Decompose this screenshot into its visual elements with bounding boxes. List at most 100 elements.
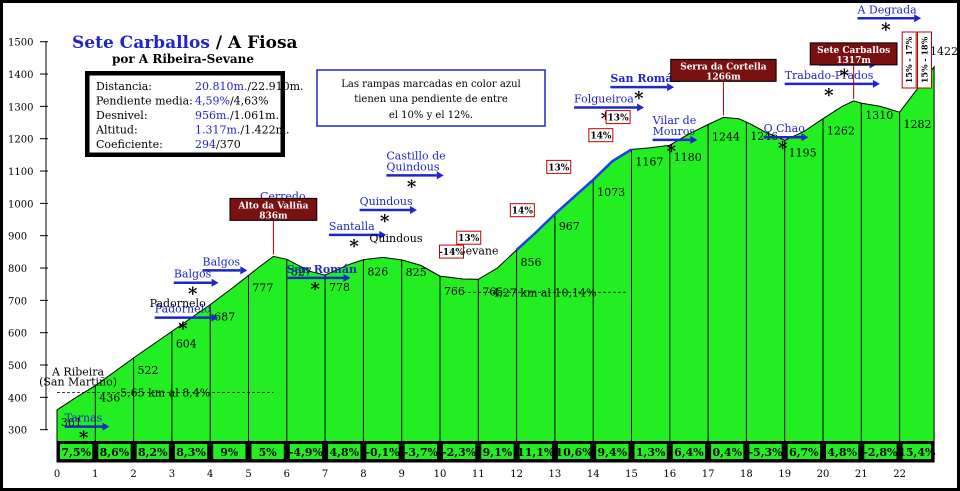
place-arrow-head [240, 266, 248, 275]
x-tick-label: 20 [817, 469, 830, 480]
ramp-tag-label: 13% [608, 114, 630, 124]
slope-cell [711, 444, 744, 459]
slope-cell [557, 444, 591, 459]
x-tick-label: 19 [778, 469, 791, 480]
x-tick-label: 22 [893, 469, 906, 480]
slope-cell [328, 444, 361, 459]
stat-values: 20.810m./22.910m. [195, 80, 304, 93]
y-tick-label: 1100 [8, 167, 33, 178]
place-arrow-head [637, 103, 645, 112]
ramp-tag-box [605, 110, 631, 125]
x-tick-label: 11 [472, 469, 485, 480]
km-slope-label: 11,1% [517, 446, 555, 459]
slope-cell [787, 444, 820, 459]
km-slope-label: 8,2% [138, 446, 168, 459]
village-label: Padornelo [150, 297, 207, 310]
star-icon: * [667, 141, 677, 162]
stats-panel: Distancia: 20.810m./22.910m.Pendiente med… [85, 71, 304, 157]
stat-values: 4,59%/4,63% [195, 95, 269, 108]
x-tick-label: 15 [625, 469, 638, 480]
chart-subtitle: por A Ribeira-Sevane [112, 52, 254, 66]
place-label: A Degrada [856, 3, 917, 16]
stat-label: Distancia: [96, 80, 152, 93]
y-tick-label: 900 [8, 232, 27, 243]
stat-label: Coeficiente: [96, 138, 163, 151]
km-slope-label: 0,4% [712, 446, 742, 459]
star-icon: * [349, 236, 359, 257]
x-tick-label: 13 [549, 469, 562, 480]
village-label: (San Martiño) [39, 375, 117, 388]
star-icon: * [178, 319, 188, 340]
x-tick-label: 16 [663, 469, 676, 480]
x-tick-label: 2 [130, 469, 136, 480]
summit-altitude: 1266m [706, 72, 741, 82]
vertical-ramp-label: 15% - 17% [904, 36, 914, 83]
x-tick-label: 1 [92, 469, 98, 480]
slope-cell [443, 444, 476, 459]
slope-cell [60, 444, 93, 459]
stat-values: 1.317m./1.422m. [195, 124, 290, 137]
x-tick-label: 9 [399, 469, 405, 480]
star-icon: * [188, 284, 198, 305]
slope-cell [902, 444, 932, 459]
slope-cell [596, 444, 629, 459]
summit-name: Serra da Cortella [680, 62, 767, 72]
km-slope-label: -4,9% [289, 446, 324, 459]
km-slope-label: 10,6% [555, 446, 593, 459]
place-arrow-head [102, 422, 110, 431]
y-tick-label: 1400 [8, 70, 33, 81]
chart-title: Sete Carballos / A Fiosa [72, 33, 298, 53]
place-label: Padornelo [155, 303, 212, 316]
place-arrow-head [872, 79, 880, 88]
altitude-label: 1073 [597, 186, 625, 199]
place-arrow-head [211, 313, 219, 322]
ramp-tag-label: 13% [458, 234, 480, 244]
place-label: Balgos [203, 255, 241, 268]
place-arrow-head [409, 205, 417, 214]
y-tick-label: 500 [8, 361, 27, 372]
km-slope-label: 8,6% [100, 446, 130, 459]
ramp-tag-box [509, 203, 535, 218]
altitude-label: 825 [406, 266, 427, 279]
village-label: Sevane [458, 244, 498, 257]
place-label: Mouros [653, 125, 696, 138]
x-tick-label: 17 [702, 469, 715, 480]
altitude-label: 1244 [712, 130, 740, 143]
y-tick-label: 1300 [8, 102, 33, 113]
slope-cell [366, 444, 399, 459]
slope-cell [826, 444, 859, 459]
x-tick-label: 3 [169, 469, 175, 480]
place-label: Quindous [386, 160, 439, 173]
ramp-tag-box [588, 128, 614, 143]
stat-label: Desnivel: [96, 109, 148, 122]
y-tick-label: 800 [8, 264, 27, 275]
slope-cell [213, 444, 246, 459]
slope-cell [519, 444, 552, 459]
y-tick-label: 1500 [8, 38, 33, 49]
summit-name: Sete Carballos [817, 46, 890, 56]
place-label: Castillo de [386, 150, 445, 163]
km-slope-label: -2,3% [442, 446, 477, 459]
km-slope-label: 6,4% [674, 446, 704, 459]
km-slope-label: -0,1% [365, 446, 400, 459]
stat-label: Altitud: [95, 124, 138, 137]
ramp-tag-box [546, 159, 572, 174]
vertical-ramp-label: 15% - 18% [919, 36, 929, 83]
place-label: Folgueiroa [574, 92, 634, 105]
altitude-label: 777 [252, 281, 273, 294]
altitude-label: 856 [521, 256, 542, 269]
altitude-label: 778 [329, 281, 350, 294]
km-slope-label: 7,5% [61, 446, 91, 459]
place-label: Santalla [329, 220, 375, 233]
star-icon: * [840, 65, 850, 86]
x-tick-label: 4 [207, 469, 213, 480]
km-slope-label: 4,8% [827, 446, 857, 459]
place-label: Balgos [174, 268, 212, 281]
star-icon: * [79, 428, 89, 449]
slope-cell [98, 444, 131, 459]
x-tick-label: 12 [510, 469, 523, 480]
slope-cell [749, 444, 782, 459]
altitude-label: 604 [176, 337, 197, 350]
